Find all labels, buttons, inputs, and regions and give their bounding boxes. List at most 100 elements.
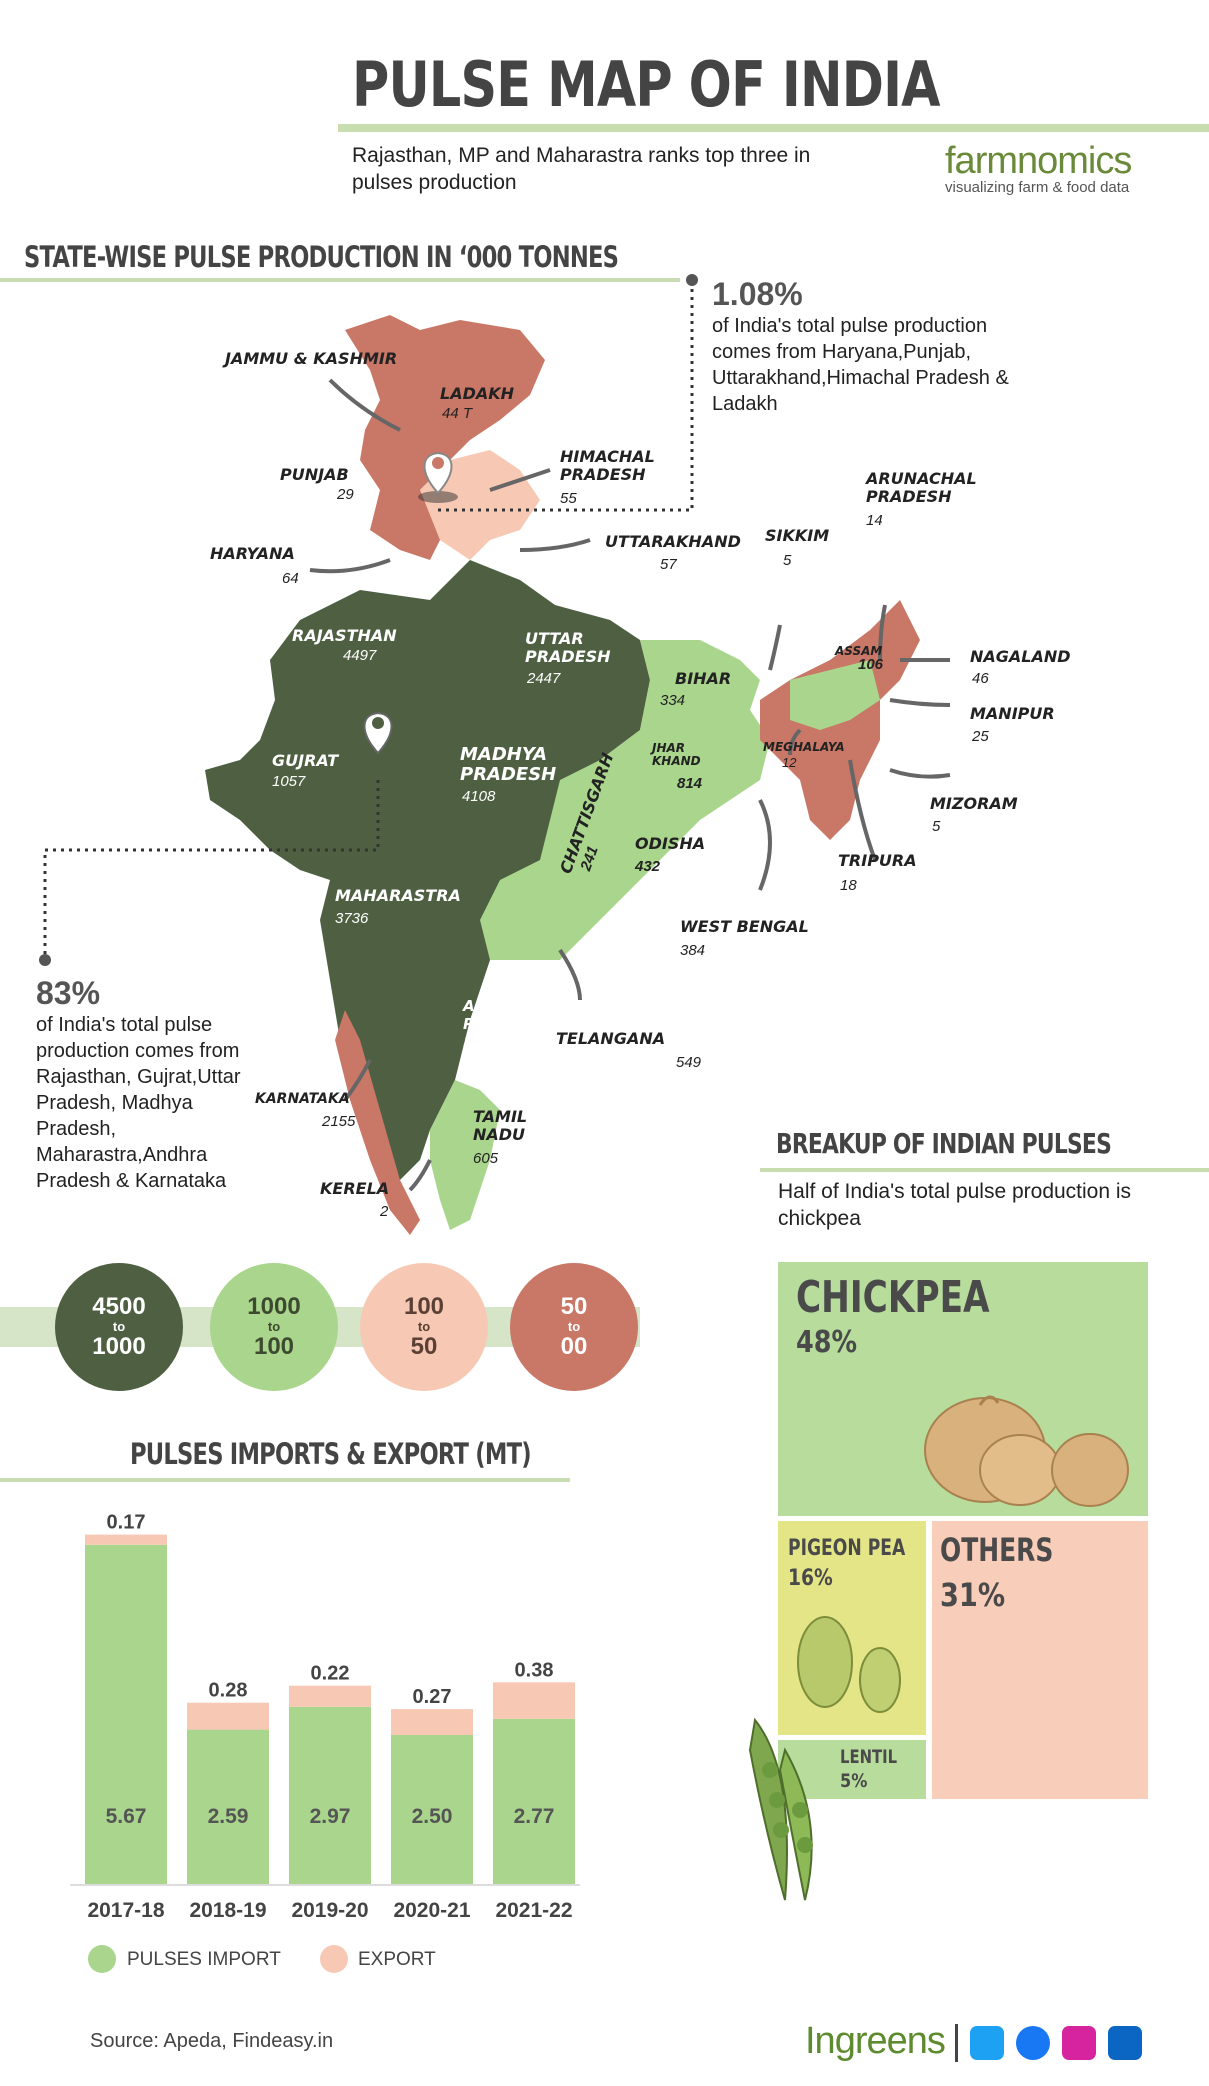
state-label-nagaland: NAGALAND [970,647,1071,666]
legend-circle-bottom: 50 [410,1333,438,1360]
state-value-odisha: 432 [635,858,661,875]
state-label-karnataka: KARNATAKA [255,1091,350,1107]
state-label-odisha: ODISHA [635,834,706,853]
callout-bottom: 83% of India's total pulse production co… [36,975,276,1194]
state-label-tripura: TRIPURA [838,851,917,870]
lentil-pct: 5% [840,1770,868,1792]
state-label-ladakh: LADAKH [440,384,515,403]
import-value-label: 5.67 [106,1805,147,1828]
state-value-andhra-pradesh: 1166 [463,1033,496,1050]
state-value-kerela: 2 [380,1203,389,1220]
legend-import-label: PULSES IMPORT [127,1949,281,1970]
state-value-arunachal: 14 [866,512,883,529]
state-value-karnataka: 2155 [322,1113,356,1130]
state-value-rajasthan: 4497 [343,647,377,664]
state-label-punjab: PUNJAB [280,465,349,484]
twitter-icon[interactable] [970,2026,1004,2060]
state-value-sikkim: 5 [783,552,792,569]
instagram-icon[interactable] [1062,2026,1096,2060]
import-export-chart: 5.67 0.17 2017-18 2.59 0.28 2018-19 2.97 0.22 20… [70,1512,580,1922]
legend-circle-0: 4500 to 1000 [55,1263,183,1391]
callout-top-pct: 1.08% [712,276,803,312]
state-value-tamil-nadu: 605 [473,1150,499,1167]
map-region-tamilnadu [430,1080,500,1230]
x-tick-label: 2019-20 [291,1899,368,1922]
chickpea-illustration [924,1395,1129,1507]
linkedin-icon[interactable] [1108,2026,1142,2060]
state-value-bihar: 334 [660,692,686,709]
legend-circle-3: 50 to 00 [510,1263,638,1391]
map-section-title: STATE-WISE PULSE PRODUCTION IN ‘000 TONN… [24,240,619,274]
export-value-label: 0.17 [107,1512,146,1534]
map-region-light [480,640,770,960]
state-label-rajasthan: RAJASTHAN [292,626,397,645]
state-value-gujrat: 1057 [272,773,306,790]
lentil-label: LENTIL [840,1746,898,1768]
legend-circle-bottom: 00 [560,1333,588,1360]
x-tick-label: 2021-22 [495,1899,572,1922]
legend-export-swatch [320,1945,348,1973]
facebook-icon[interactable] [1016,2026,1050,2060]
state-value-haryana: 64 [282,570,299,587]
state-label-meghalaya: MEGHALAYA [763,740,845,754]
state-label-bihar: BIHAR [675,669,732,688]
state-label-telangana: TELANGANA [556,1029,666,1048]
legend-circle-mid: to [567,1319,581,1334]
state-label-mizoram: MIZORAM [930,794,1018,813]
x-tick-label: 2018-19 [189,1899,266,1922]
state-value-punjab: 29 [337,486,354,503]
state-label-west-bengal: WEST BENGAL [680,917,809,936]
chart-divider [0,1478,570,1482]
map-region-himachal [420,450,540,560]
export-bar-2020-21 [391,1709,473,1735]
import-bar-2018-19 [187,1729,269,1885]
export-bar-2018-19 [187,1702,269,1730]
others-label: OTHERS [940,1531,1054,1569]
location-pin-west [363,711,393,755]
callout-dot-bottom [39,954,51,966]
map-region-westcoast [335,1010,420,1235]
map-region-assam [790,660,880,730]
state-value-maharastra: 3736 [335,910,369,927]
state-value-uttarakhand: 57 [660,556,677,573]
callout-bottom-pct: 83% [36,975,101,1011]
social-links [970,2026,1150,2062]
state-value-assam: 106 [858,656,884,673]
map-arrows [309,378,951,1192]
export-bar-2021-22 [493,1682,575,1719]
callout-top: 1.08% of India's total pulse production … [712,276,1012,417]
map-section-divider [0,278,680,282]
state-value-telangana: 549 [676,1054,702,1071]
state-label-manipur: MANIPUR [970,704,1055,723]
state-label-assam: ASSAM [835,644,883,658]
import-value-label: 2.50 [412,1805,453,1828]
state-value-mizoram: 5 [932,818,941,835]
chickpea-pct: 48% [796,1325,858,1360]
ingreens-logo: Ingreens [805,2020,946,2062]
import-value-label: 2.97 [310,1805,351,1828]
chart-title: PULSES IMPORTS & EXPORT (MT) [130,1437,532,1471]
state-label-maharastra: MAHARASTRA [335,886,461,905]
legend-circle-2: 100 to 50 [360,1263,488,1391]
pigeonpea-illustration [797,1616,901,1713]
footer-divider [955,2024,958,2062]
pigeonpea-pct: 16% [788,1566,833,1591]
treemap-cell-pigeonpea [778,1521,926,1735]
import-bar-2021-22 [493,1718,575,1885]
state-label-madhya-pradesh: MADHYA PRADESH [460,744,557,785]
map-region-core [205,560,650,1180]
import-value-label: 2.59 [208,1805,249,1828]
map-region-north [345,315,545,500]
state-value-west-bengal: 384 [680,942,706,959]
state-value-nagaland: 46 [972,670,989,687]
import-value-label: 2.77 [514,1805,555,1828]
import-bar-2019-20 [289,1706,371,1885]
location-pin-north [418,451,458,503]
state-value-himachal: 55 [560,490,577,507]
legend-circle-1: 1000 to 100 [210,1263,338,1391]
state-value-madhya-pradesh: 4108 [462,788,496,805]
legend-import-swatch [88,1945,116,1973]
state-value-meghalaya: 12 [782,755,797,770]
state-label-andhra-pradesh: ANDHRA PRADESH [463,997,544,1033]
india-map [39,274,951,1235]
